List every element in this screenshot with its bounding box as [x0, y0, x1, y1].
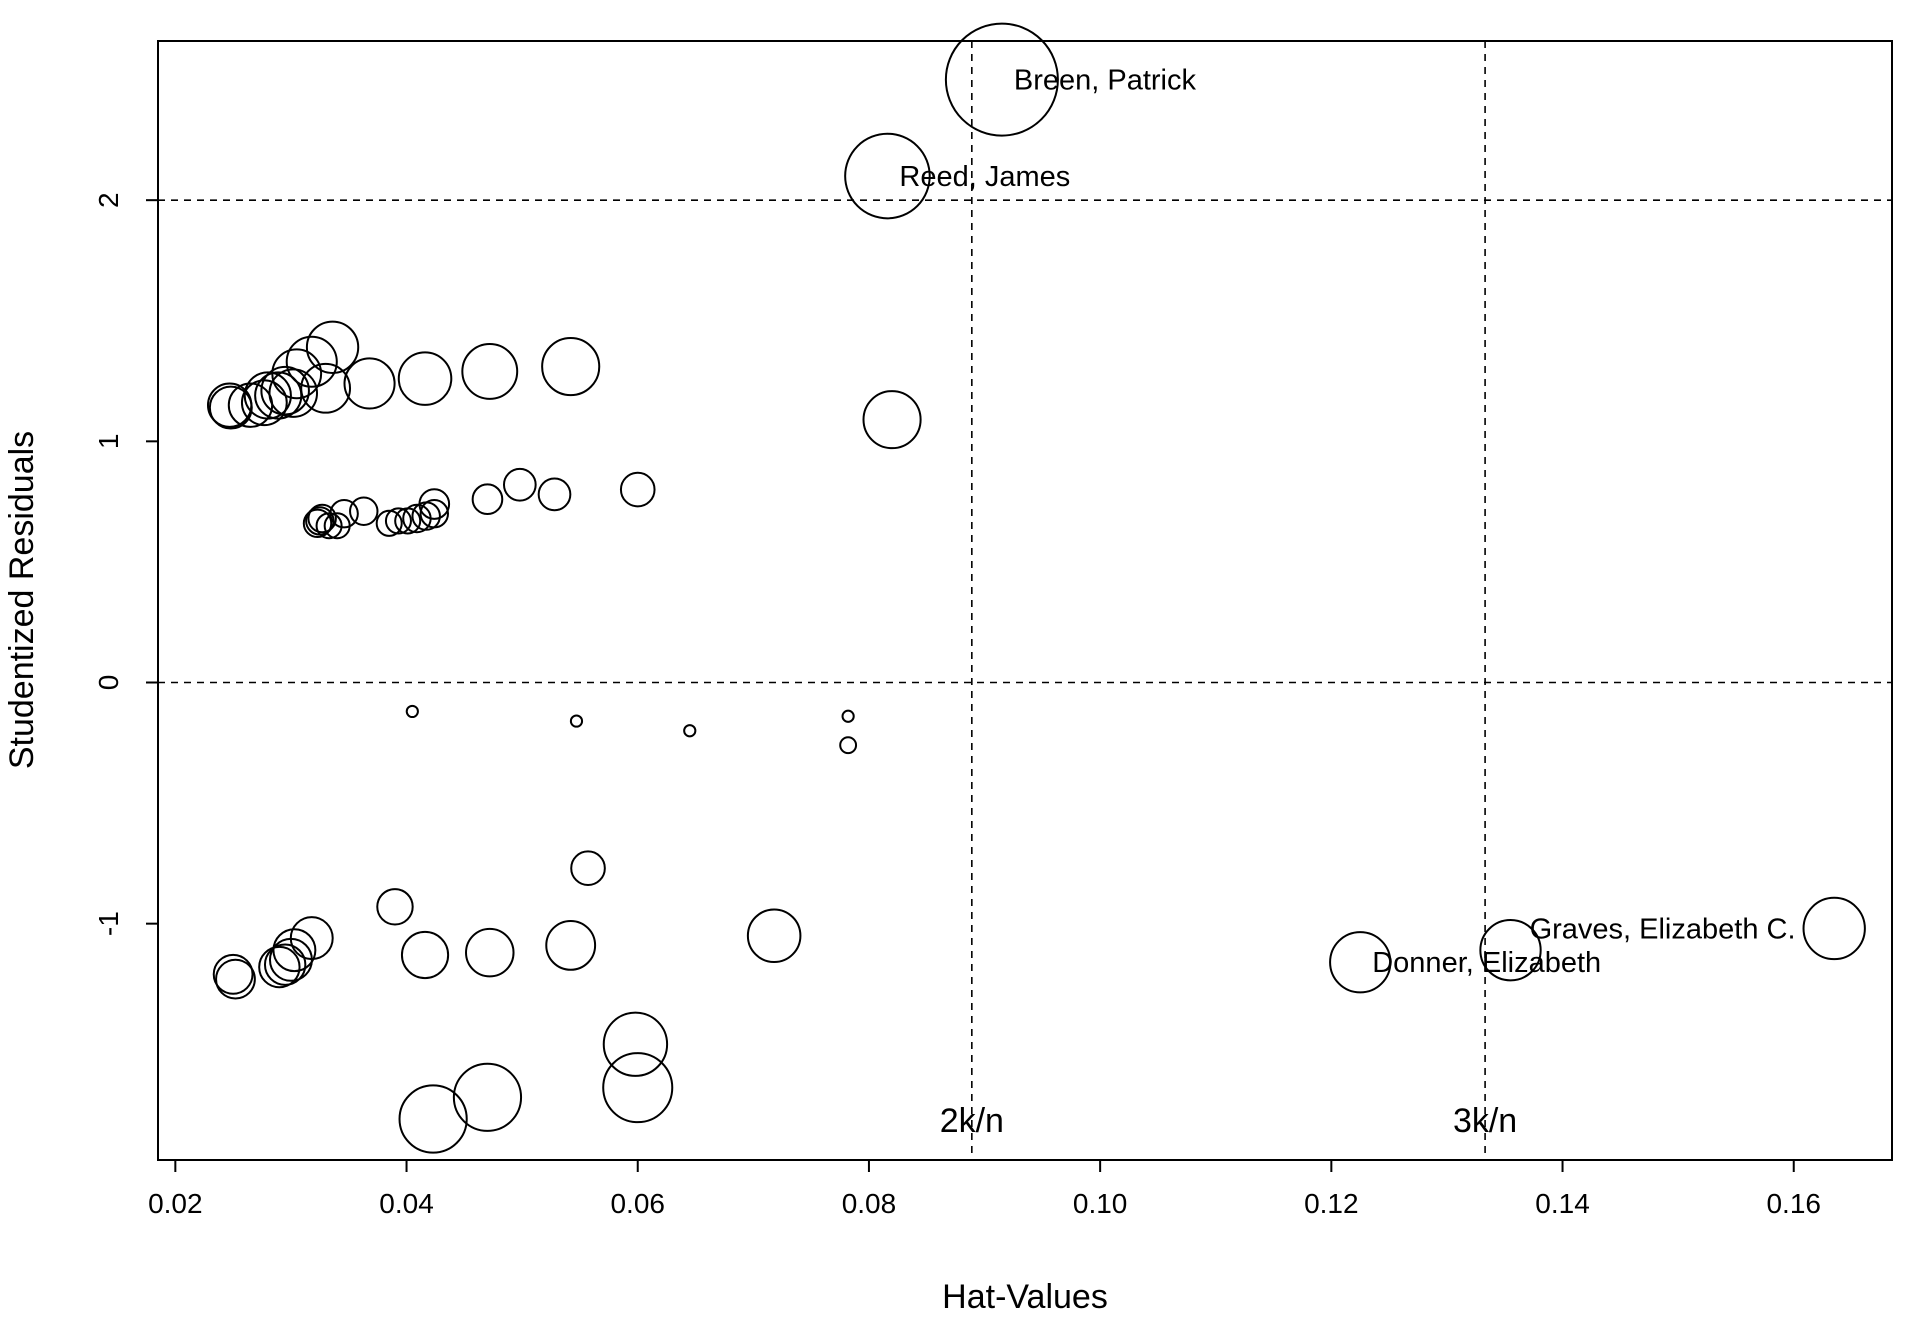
y-tick-label: 1 [93, 434, 124, 450]
data-point [315, 512, 343, 540]
x-tick-label: 0.04 [379, 1188, 434, 1219]
data-point [844, 132, 931, 220]
y-tick-label: 0 [93, 675, 124, 691]
data-point [258, 945, 301, 989]
data-point [545, 919, 597, 971]
data-point [452, 1062, 523, 1132]
data-point [839, 736, 858, 755]
data-point [570, 850, 606, 886]
x-tick-label: 0.06 [610, 1188, 665, 1219]
data-point [376, 888, 414, 926]
data-point [305, 320, 360, 374]
data-point [461, 342, 519, 400]
data-point [1479, 919, 1542, 982]
point-label: Graves, Elizabeth C. [1530, 913, 1796, 945]
data-point [285, 335, 338, 388]
point-label: Donner, Elizabeth [1372, 947, 1601, 979]
data-point [405, 704, 419, 719]
data-point [1329, 931, 1392, 994]
data-point [384, 507, 412, 535]
data-point [419, 498, 450, 529]
data-point [502, 467, 537, 502]
plot-frame [157, 40, 1893, 1161]
data-point [215, 958, 256, 1000]
data-point [208, 385, 253, 430]
y-tick-label: -1 [93, 911, 124, 936]
point-labels-layer: Breen, Patrick Reed, James Graves, Elizabe… [899, 65, 1795, 980]
data-point [300, 362, 352, 414]
data-point [569, 714, 584, 728]
data-point [212, 953, 254, 995]
data-point [683, 724, 697, 738]
data-point [862, 390, 922, 450]
data-point [289, 916, 334, 961]
data-point [1802, 896, 1866, 961]
data-point [418, 488, 451, 520]
data-point [471, 483, 504, 516]
data-point [263, 943, 307, 986]
data-point [343, 357, 396, 410]
data-point [841, 709, 855, 723]
x-tick-label: 0.12 [1304, 1188, 1359, 1219]
data-point [302, 508, 333, 539]
data-point [375, 509, 403, 537]
data-point [329, 498, 359, 529]
x-tick-label: 0.10 [1073, 1188, 1128, 1219]
y-tick-label: 2 [93, 192, 124, 208]
data-point [268, 368, 319, 418]
data-point [271, 348, 323, 400]
data-point [746, 908, 802, 963]
data-point [397, 351, 453, 406]
data-point [541, 337, 601, 397]
x-tick-label: 0.08 [842, 1188, 897, 1219]
y-axis-title: Studentized Residuals [3, 431, 41, 769]
data-point [602, 1052, 674, 1124]
data-point [944, 22, 1059, 137]
data-point [400, 930, 450, 980]
data-point [349, 496, 379, 526]
reference-line-label: 3k/n [1453, 1102, 1517, 1140]
data-point [537, 477, 572, 512]
x-axis: 0.02 0.04 0.06 0.08 0.10 0.12 0.14 0.16 [148, 1159, 1821, 1219]
data-point [243, 371, 292, 420]
data-point [465, 927, 515, 978]
data-point [307, 503, 337, 534]
data-point [602, 1011, 669, 1077]
data-point [272, 928, 317, 973]
points-layer [206, 22, 1866, 1154]
point-label: Breen, Patrick [1014, 65, 1197, 97]
x-tick-label: 0.14 [1535, 1188, 1590, 1219]
point-label: Reed, James [899, 161, 1070, 193]
y-axis: -1 0 1 2 [93, 192, 159, 936]
reference-line-label: 2k/n [940, 1102, 1004, 1140]
x-tick-label: 0.02 [148, 1188, 203, 1219]
data-point [619, 471, 656, 508]
x-axis-title: Hat-Values [942, 1278, 1108, 1316]
x-tick-label: 0.16 [1766, 1188, 1821, 1219]
data-point [398, 1084, 468, 1154]
reference-lines: 2k/n 3k/n [158, 41, 1892, 1160]
